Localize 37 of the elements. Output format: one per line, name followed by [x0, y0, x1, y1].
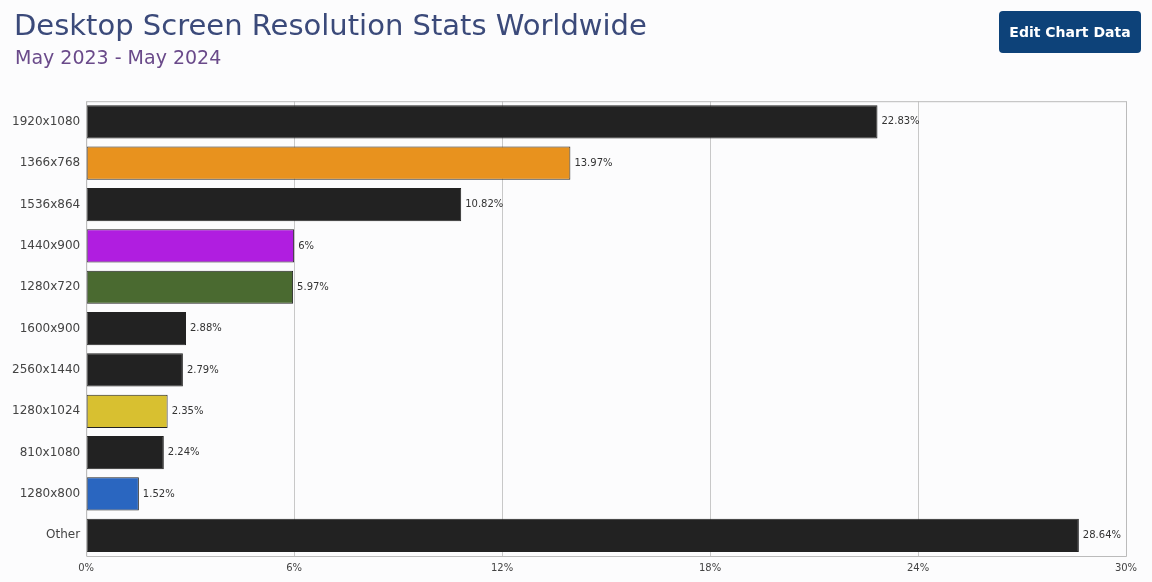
y-tick-label: 1366x768	[19, 155, 81, 170]
y-tick-label: 2560x1440	[11, 362, 81, 377]
y-tick-label: Other	[46, 527, 81, 542]
x-tick-label: 30%	[1114, 561, 1138, 573]
bar	[86, 518, 1079, 552]
data-label: 2.79%	[186, 363, 219, 375]
data-label: 2.35%	[171, 404, 204, 416]
y-tick-label: 810x1080	[19, 444, 81, 459]
data-label: 10.82%	[465, 198, 504, 210]
chart-title: Desktop Screen Resolution Stats Worldwide	[14, 8, 647, 42]
x-tick-label: 18%	[698, 561, 722, 573]
x-tick-label: 12%	[490, 561, 514, 573]
data-label: 22.83%	[881, 115, 920, 127]
bar	[86, 436, 164, 470]
y-tick-label: 1280x800	[19, 486, 81, 501]
data-label: 6%	[298, 239, 315, 251]
data-label: 13.97%	[574, 156, 613, 168]
bar	[86, 187, 462, 222]
data-label: 28.64%	[1082, 528, 1121, 540]
x-tick-label: 24%	[906, 561, 930, 573]
data-label: 5.97%	[297, 280, 329, 292]
bar	[86, 311, 186, 346]
y-tick-label: 1440x900	[19, 238, 81, 253]
x-tick-label: 0%	[78, 561, 95, 573]
chart-subtitle: May 2023 - May 2024	[15, 46, 222, 68]
y-tick-label: 1600x900	[19, 320, 81, 335]
data-label: 2.88%	[190, 322, 222, 334]
x-tick-label: 6%	[286, 561, 303, 573]
bar	[86, 353, 183, 387]
y-tick-label: 1536x864	[19, 196, 81, 211]
data-label: 2.24%	[167, 446, 200, 458]
data-label: 1.52%	[142, 487, 175, 499]
y-tick-label: 1280x720	[19, 279, 81, 294]
y-tick-label: 1280x1024	[11, 403, 81, 418]
y-tick-label: 1920x1080	[11, 114, 81, 128]
text: Edit Chart Data	[999, 11, 1141, 53]
bar	[86, 105, 878, 139]
